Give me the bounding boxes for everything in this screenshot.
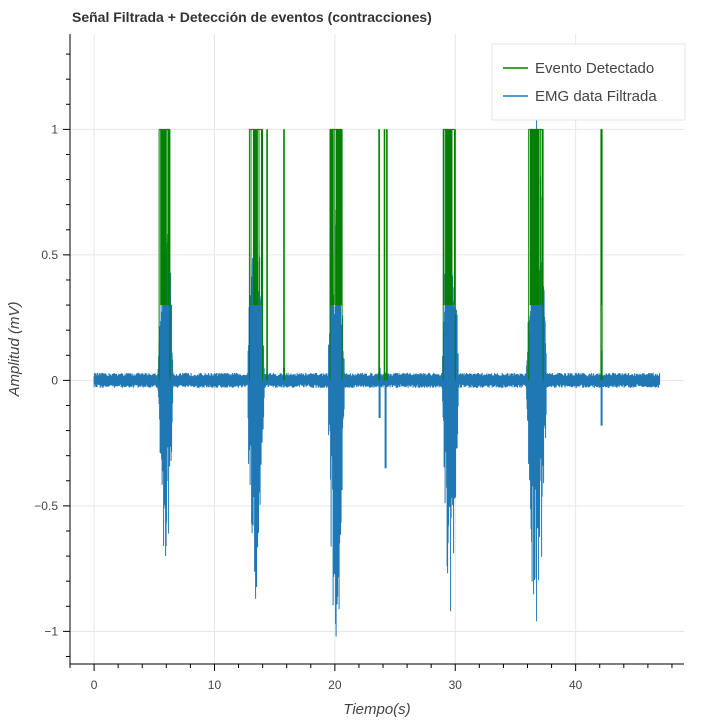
- x-tick-label-0: 0: [91, 678, 98, 692]
- y-tick-label-4: 1: [51, 122, 58, 136]
- y-tick-label-0: −1: [44, 624, 58, 638]
- y-tick-label-2: 0: [51, 373, 58, 387]
- x-ticks: 0 10 20 30 40: [69, 664, 673, 692]
- y-ticks: −1 −0.5 0 0.5 1: [34, 53, 70, 657]
- series-line-emg: [93, 119, 661, 637]
- legend: Evento Detectado EMG data Filtrada: [491, 43, 686, 121]
- chart-title: Señal Filtrada + Detección de eventos (c…: [72, 9, 432, 25]
- x-tick-label-2: 20: [328, 678, 342, 692]
- axes: 0 10 20 30 40 −1 −0.5 0 0.5 1: [34, 34, 684, 692]
- x-tick-label-1: 10: [208, 678, 222, 692]
- plot-area: [70, 34, 684, 664]
- legend-box: [491, 43, 686, 121]
- legend-label-emg: EMG data Filtrada: [535, 88, 657, 105]
- y-tick-label-3: 0.5: [41, 248, 58, 262]
- x-axis-label: Tiempo(s): [343, 701, 410, 718]
- y-axis-label: Amplitud (mV): [6, 301, 23, 397]
- y-tick-label-1: −0.5: [34, 499, 58, 513]
- x-tick-label-3: 30: [449, 678, 463, 692]
- legend-label-events: Evento Detectado: [535, 60, 654, 77]
- x-tick-label-4: 40: [569, 678, 583, 692]
- series-line-events: [158, 128, 603, 381]
